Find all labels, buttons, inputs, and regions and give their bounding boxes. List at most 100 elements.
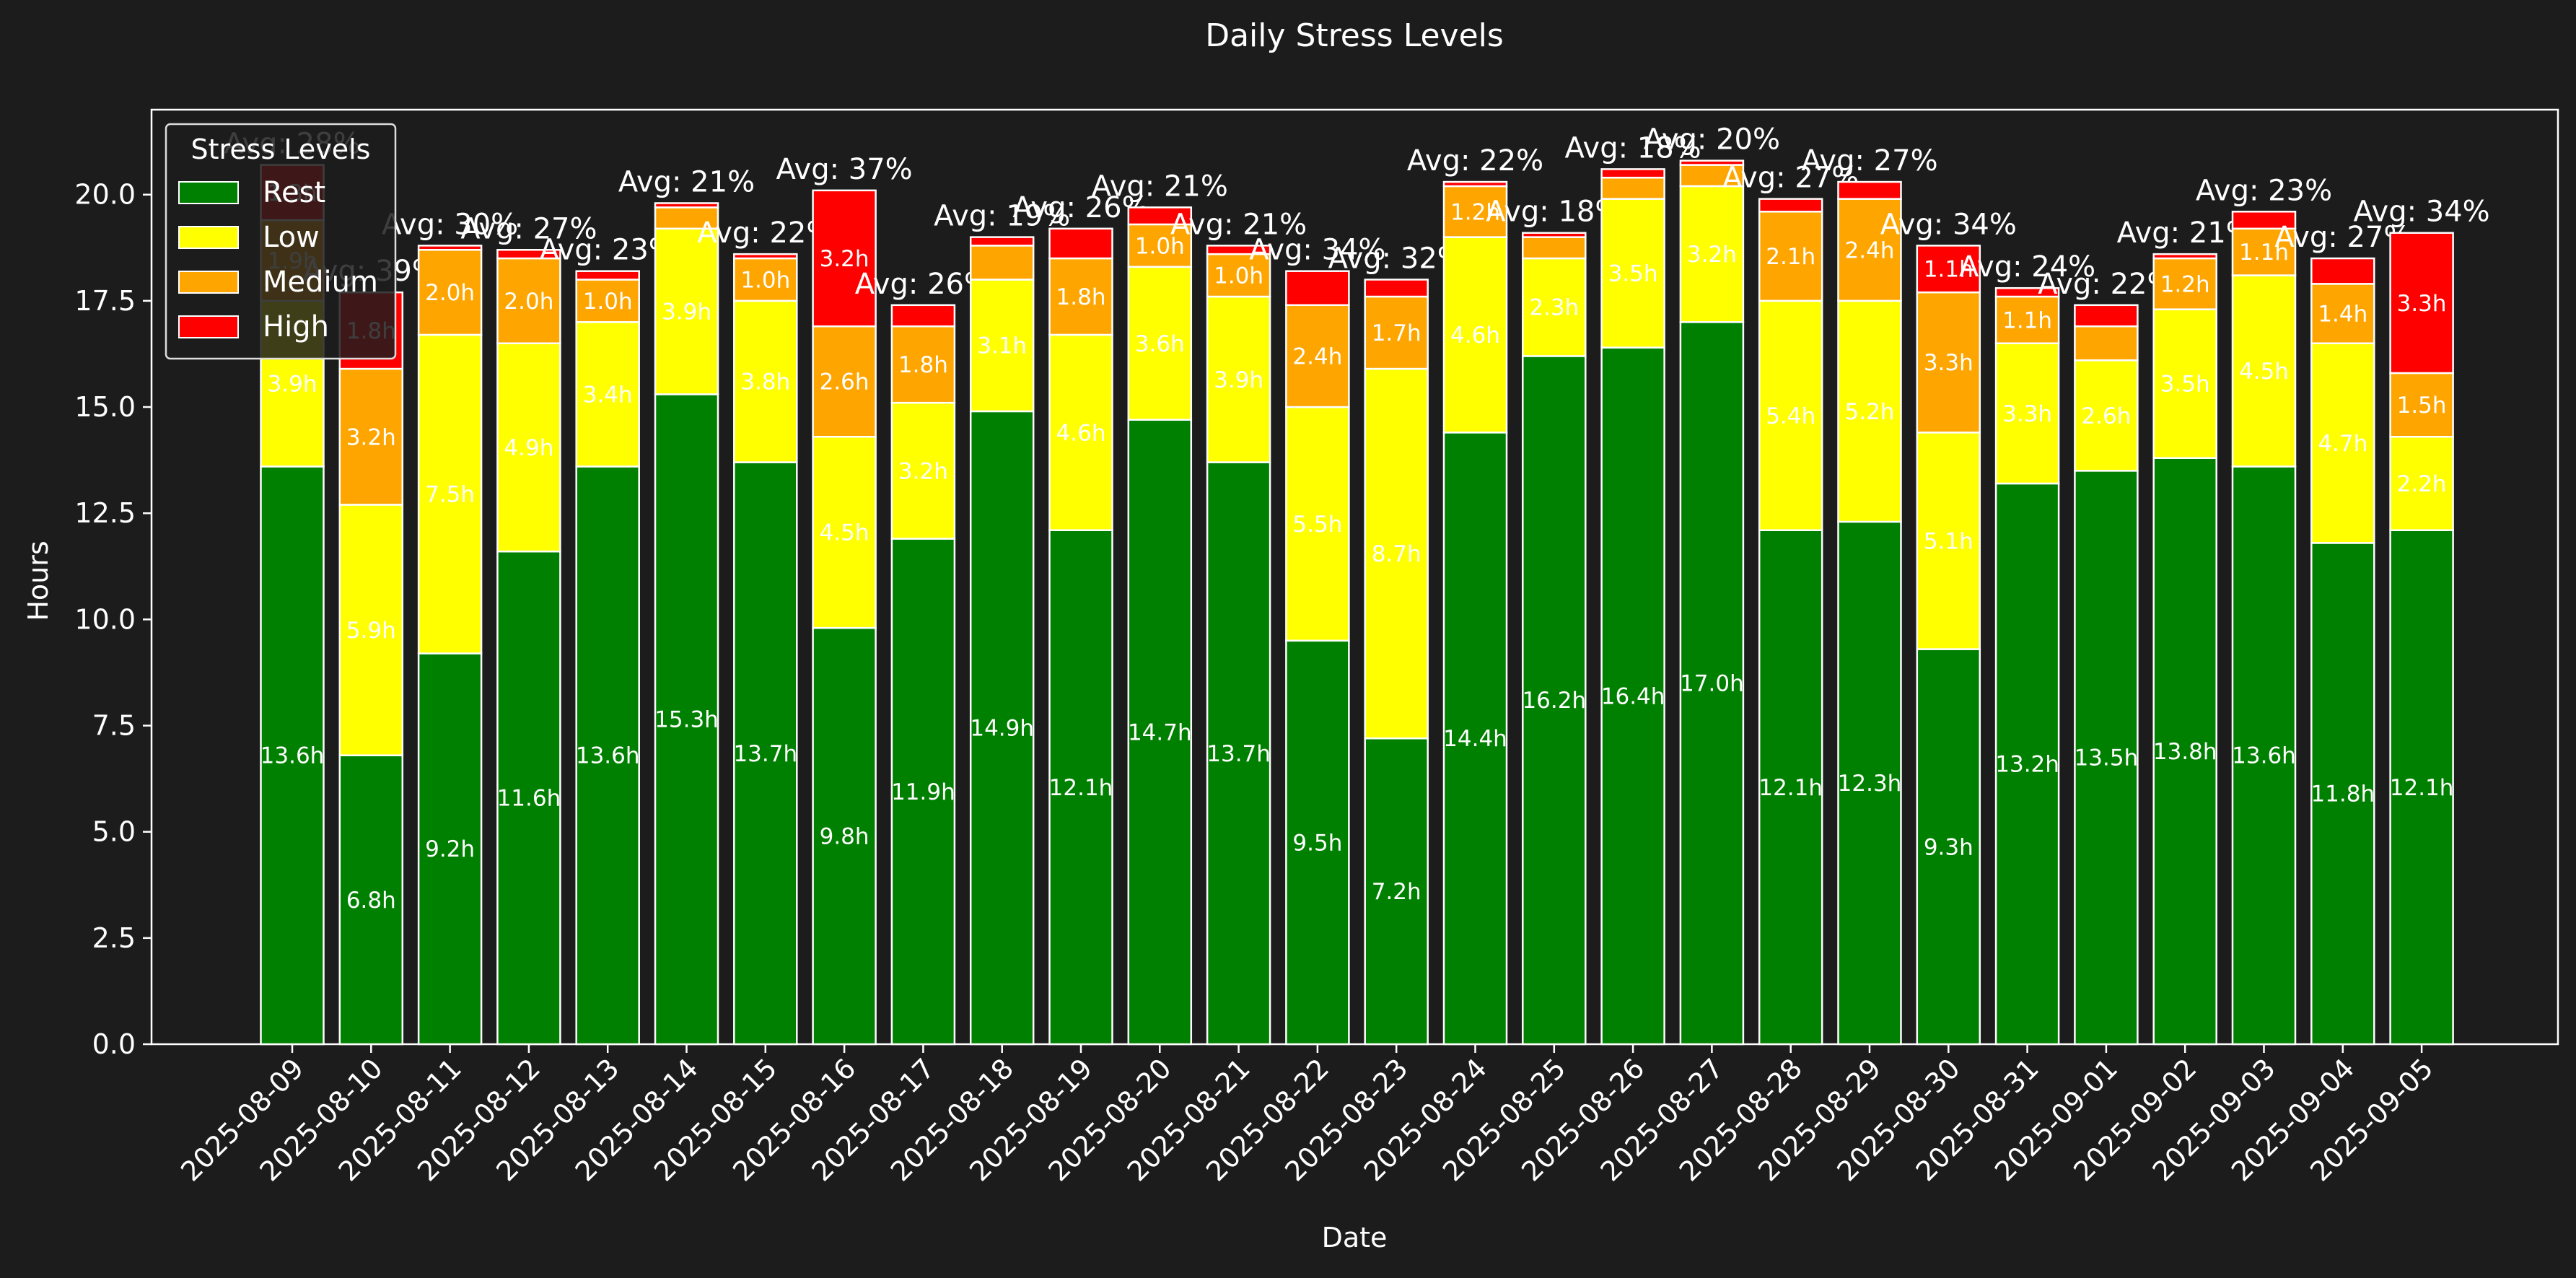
bar-value-label: 2.0h — [425, 280, 475, 306]
bar-value-label: 1.8h — [1056, 284, 1106, 310]
avg-annotation: Avg: 18% — [1565, 131, 1701, 165]
bar-segment-rest — [733, 461, 798, 1046]
avg-annotation: Avg: 34% — [2354, 196, 2490, 229]
bar-value-label: 12.3h — [1838, 771, 1902, 797]
avg-annotation: Avg: 20% — [1644, 123, 1780, 157]
bar-segment-rest — [2310, 542, 2375, 1046]
bar-segment-low — [1285, 406, 1350, 642]
avg-annotation: Avg: 27% — [460, 212, 597, 245]
bar-segment-medium — [1206, 253, 1271, 298]
avg-annotation: Avg: 37% — [776, 153, 913, 186]
y-tick-label: 20.0 — [74, 179, 136, 211]
bar-value-label: 2.4h — [1292, 343, 1342, 369]
bar-segment-rest — [812, 626, 877, 1046]
bar-segment-low — [733, 299, 798, 463]
bar-value-label: 11.9h — [891, 779, 955, 805]
avg-annotation: Avg: 21% — [1092, 170, 1228, 203]
bar-value-label: 14.9h — [970, 715, 1034, 741]
bar-segment-rest — [417, 652, 483, 1046]
bar-segment-medium — [496, 257, 561, 345]
bar-segment-high — [575, 270, 640, 281]
bar-value-label: 2.3h — [1529, 295, 1579, 321]
bar-value-label: 15.3h — [654, 707, 719, 733]
bar-value-label: 5.1h — [1924, 528, 1973, 554]
bar-segment-medium — [1127, 223, 1193, 268]
bar-segment-low — [969, 279, 1035, 413]
bar-value-label: 16.4h — [1601, 683, 1665, 709]
bar-value-label: 1.7h — [1372, 320, 1421, 346]
avg-annotation: Avg: 30% — [382, 208, 518, 241]
bar-segment-high — [654, 202, 719, 209]
bar-segment-high — [496, 249, 561, 260]
legend-label-low: Low — [263, 221, 320, 254]
bar-value-label: 9.8h — [820, 824, 869, 850]
bar-value-label: 1.0h — [1135, 233, 1185, 259]
bar-segment-rest — [1994, 482, 2060, 1046]
bar-value-label: 2.2h — [2397, 471, 2447, 497]
bar-segment-low — [1522, 257, 1587, 357]
bar-segment-rest — [969, 410, 1035, 1046]
bar-segment-medium — [969, 245, 1035, 281]
bar-segment-low — [2389, 436, 2454, 531]
bar-segment-medium — [2074, 325, 2139, 362]
bar-segment-high — [1679, 159, 1745, 166]
bar-value-label: 1.8h — [898, 352, 948, 378]
bar-value-label: 14.4h — [1443, 726, 1507, 752]
bar-value-label: 4.5h — [820, 520, 869, 546]
legend-label-rest: Rest — [263, 176, 325, 209]
bar-segment-rest — [1442, 432, 1508, 1046]
avg-annotation: Avg: 34% — [1880, 208, 2017, 241]
avg-annotation: Avg: 21% — [2117, 216, 2253, 250]
bar-segment-low — [575, 321, 640, 468]
bar-value-label: 1.1h — [2002, 307, 2052, 333]
bar-value-label: 12.1h — [2390, 775, 2454, 801]
bar-value-label: 11.6h — [497, 786, 561, 812]
bar-segment-rest — [1758, 529, 1823, 1046]
bar-value-label: 12.1h — [1049, 775, 1113, 801]
bar-segment-low — [2310, 342, 2375, 544]
bar-value-label: 3.8h — [740, 369, 790, 395]
bar-value-label: 7.5h — [425, 482, 475, 508]
x-axis-label: Date — [1322, 1222, 1388, 1253]
bar-segment-rest — [575, 465, 640, 1046]
bar-value-label: 4.7h — [2318, 431, 2367, 457]
y-tick-label: 2.5 — [92, 922, 136, 954]
bar-value-label: 14.7h — [1128, 719, 1192, 745]
avg-annotation: Avg: 21% — [1170, 208, 1307, 241]
bar-value-label: 1.2h — [1450, 199, 1500, 225]
bar-segment-high — [2389, 232, 2454, 375]
bar-segment-rest — [338, 754, 404, 1046]
bar-segment-low — [1758, 299, 1823, 531]
bar-segment-medium — [2389, 372, 2454, 438]
bar-value-label: 8.7h — [1372, 541, 1421, 567]
bar-segment-low — [2074, 359, 2139, 472]
avg-annotation: Avg: 22% — [2038, 268, 2174, 301]
legend: Stress Levels Rest Low Medium High — [165, 123, 397, 360]
bar-segment-high — [1206, 245, 1271, 255]
bar-value-label: 3.2h — [1687, 242, 1737, 268]
bar-value-label: 12.1h — [1758, 775, 1823, 801]
bar-value-label: 3.5h — [2160, 372, 2210, 398]
y-tick-label: 0.0 — [92, 1028, 136, 1060]
bar-segment-high — [1916, 245, 1981, 294]
bar-segment-high — [2231, 211, 2297, 230]
bar-segment-medium — [575, 279, 640, 323]
bar-segment-high — [890, 304, 956, 328]
y-tick-label: 7.5 — [92, 710, 136, 742]
bar-value-label: 13.8h — [2153, 739, 2217, 765]
bar-segment-high — [1048, 227, 1113, 260]
y-tick-label: 5.0 — [92, 816, 136, 848]
bar-value-label: 5.5h — [1292, 512, 1342, 538]
bar-value-label: 3.1h — [977, 333, 1027, 359]
bar-segment-rest — [1837, 520, 1902, 1046]
bar-segment-high — [1285, 270, 1350, 307]
bar-value-label: 3.9h — [1214, 367, 1263, 393]
bar-value-label: 2.4h — [1845, 237, 1895, 263]
y-tick-label: 12.5 — [74, 497, 136, 529]
bar-value-label: 13.6h — [2232, 743, 2296, 769]
avg-annotation: Avg: 26% — [1012, 191, 1149, 224]
bar-segment-medium — [1442, 185, 1508, 238]
bar-value-label: 1.4h — [2318, 302, 2367, 328]
bar-segment-medium — [733, 257, 798, 302]
